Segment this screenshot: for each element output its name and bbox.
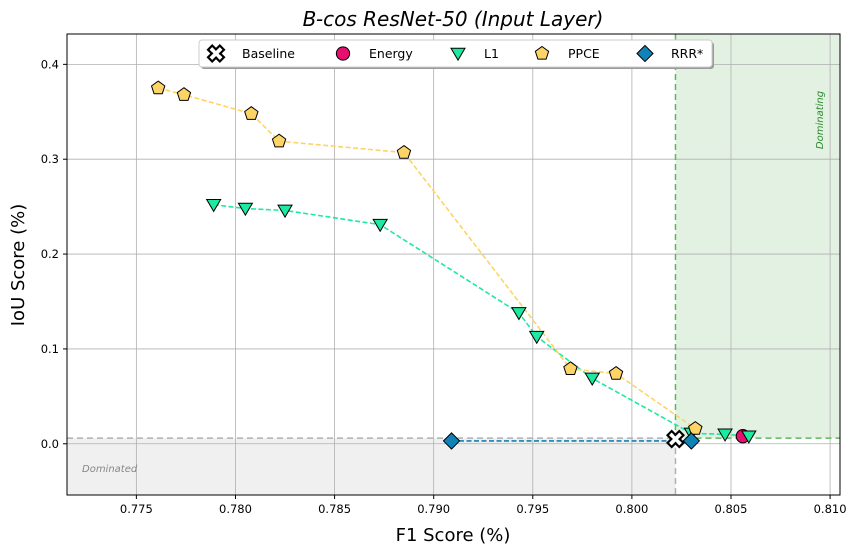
y-axis-label: IoU Score (%) — [8, 204, 29, 327]
data-point-l1 — [205, 198, 222, 213]
legend-label-baseline: Baseline — [242, 46, 295, 61]
data-point-l1 — [277, 204, 293, 219]
data-point-l1 — [528, 330, 545, 345]
data-point-baseline — [665, 429, 685, 449]
legend: Baseline Energy L1 PPCE RRR* — [198, 39, 714, 69]
y-tick-label: 0.2 — [41, 247, 59, 261]
data-point-ppce — [150, 80, 166, 95]
dominated-region-label: Dominated — [82, 464, 138, 475]
plot-frame — [66, 33, 841, 496]
data-point-ppce — [271, 133, 287, 148]
data-point-ppce — [608, 365, 624, 380]
legend-label-ppce: PPCE — [568, 46, 600, 61]
series-lines-layer — [157, 87, 749, 442]
data-point-ppce — [396, 144, 412, 159]
x-tick-label: 0.780 — [219, 502, 252, 516]
x-tick-label: 0.805 — [715, 502, 748, 516]
data-point-l1 — [740, 430, 757, 444]
data-point-ppce — [688, 420, 703, 435]
x-tick-label: 0.800 — [615, 502, 648, 516]
x-tick-label: 0.795 — [516, 502, 549, 516]
y-tick-label: 0.3 — [41, 152, 59, 166]
x-tick-label: 0.810 — [814, 502, 847, 516]
y-tick-label: 0.1 — [41, 342, 59, 356]
axes-frame — [66, 33, 841, 496]
series-line-l1 — [213, 203, 749, 437]
legend-label-l1: L1 — [484, 46, 499, 61]
tick-layer: 0.775 0.780 0.785 0.790 0.795 0.800 0.805 0.810… — [41, 57, 847, 516]
data-point-rrr — [442, 432, 461, 450]
data-point-l1 — [584, 372, 601, 386]
series-line-ppce — [157, 87, 696, 430]
legend-label-energy: Energy — [369, 46, 413, 61]
x-tick-label: 0.775 — [120, 502, 153, 516]
chart-title: B-cos ResNet-50 (Input Layer) — [303, 7, 604, 31]
x-axis-label: F1 Score (%) — [396, 525, 511, 546]
cross-fill — [209, 47, 223, 60]
dominated-region — [67, 438, 676, 495]
legend-marker-baseline — [206, 43, 226, 64]
y-tick-label: 0.0 — [41, 437, 59, 451]
grid-layer — [67, 34, 840, 495]
data-point-l1 — [237, 202, 254, 217]
dominating-region-label: Dominating — [815, 91, 826, 149]
dominating-region — [675, 34, 840, 439]
data-point-rrr — [682, 432, 701, 450]
series-points-layer — [150, 80, 757, 450]
data-point-l1 — [717, 428, 733, 442]
data-point-l1 — [511, 307, 527, 321]
data-point-ppce — [176, 87, 192, 101]
x-tick-label: 0.785 — [318, 502, 351, 516]
region-layer — [67, 34, 840, 495]
cross-fill — [669, 432, 682, 446]
data-point-l1 — [372, 218, 389, 233]
legend-marker-ppce — [534, 45, 550, 60]
y-tick-label: 0.4 — [41, 57, 59, 71]
legend-marker-rrr — [636, 44, 654, 63]
x-tick-label: 0.790 — [417, 502, 450, 516]
legend-marker-l1 — [450, 47, 466, 62]
data-point-ppce — [563, 361, 578, 376]
data-point-ppce — [244, 106, 259, 120]
legend-label-rrr: RRR* — [671, 46, 703, 61]
legend-marker-energy — [335, 46, 351, 61]
